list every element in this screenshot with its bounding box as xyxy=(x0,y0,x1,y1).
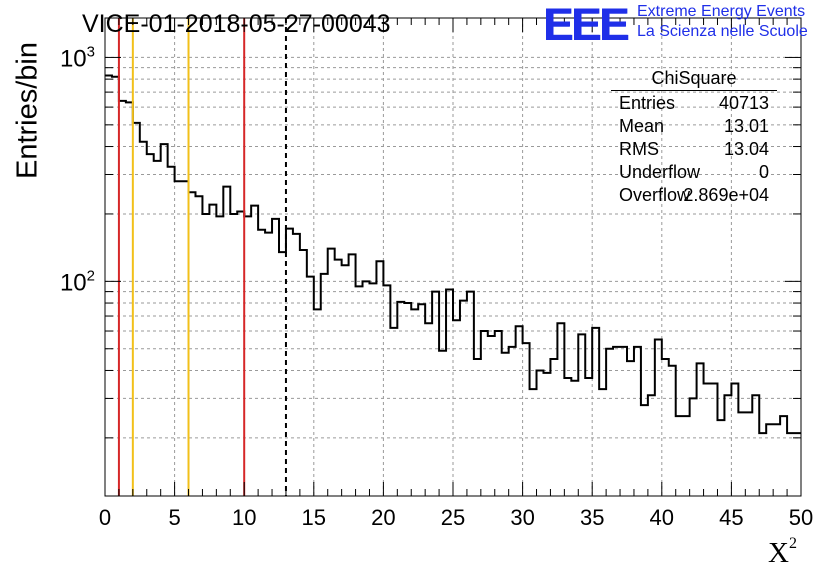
chart-title: VICE-01-2018-05-27-00043 xyxy=(82,10,391,38)
stat-overflow-value: 2.869e+04 xyxy=(683,185,769,205)
y-tick-label: 103 xyxy=(60,43,95,72)
logo-line-1: Extreme Energy Events xyxy=(637,3,806,20)
stat-mean-value: 13.01 xyxy=(723,116,769,136)
x-tick-label: 40 xyxy=(650,505,674,530)
x-tick-label: 25 xyxy=(441,505,465,530)
y-tick-label: 102 xyxy=(60,267,95,296)
stat-rms-label: RMS xyxy=(619,139,659,159)
reference-lines xyxy=(117,18,287,496)
x-tick-label: 0 xyxy=(99,505,111,530)
x-tick-label: 35 xyxy=(580,505,604,530)
eee-logo: EEE xyxy=(543,0,629,50)
histogram xyxy=(105,74,801,435)
x-tick-label: 45 xyxy=(719,505,743,530)
x-tick-label: 15 xyxy=(302,505,326,530)
x-axis-label: X2 xyxy=(768,535,797,569)
stat-entries-label: Entries xyxy=(619,93,676,113)
histogram-outline xyxy=(105,74,801,435)
stat-rms-value: 13.04 xyxy=(723,139,769,159)
x-tick-label: 5 xyxy=(168,505,180,530)
x-tick-label: 50 xyxy=(789,505,813,530)
x-tick-label: 10 xyxy=(232,505,256,530)
logo-line-2: La Scienza nelle Scuole xyxy=(637,23,808,40)
axes xyxy=(104,18,802,496)
stat-underflow-label: Underflow xyxy=(619,162,701,182)
stats-title: ChiSquare xyxy=(651,68,737,88)
x-tick-label: 30 xyxy=(510,505,534,530)
stat-overflow-label: Overflow xyxy=(619,185,691,205)
y-axis-label: Entries/bin xyxy=(11,42,44,180)
stat-underflow-value: 0 xyxy=(758,162,769,182)
stats-title-underline xyxy=(611,90,777,91)
tick-labels: 0 5 10 15 20 25 30 35 40 45 50 102 103 xyxy=(60,43,813,530)
stat-mean-label: Mean xyxy=(619,116,665,136)
stat-entries-value: 40713 xyxy=(718,93,769,113)
x-tick-label: 20 xyxy=(371,505,395,530)
